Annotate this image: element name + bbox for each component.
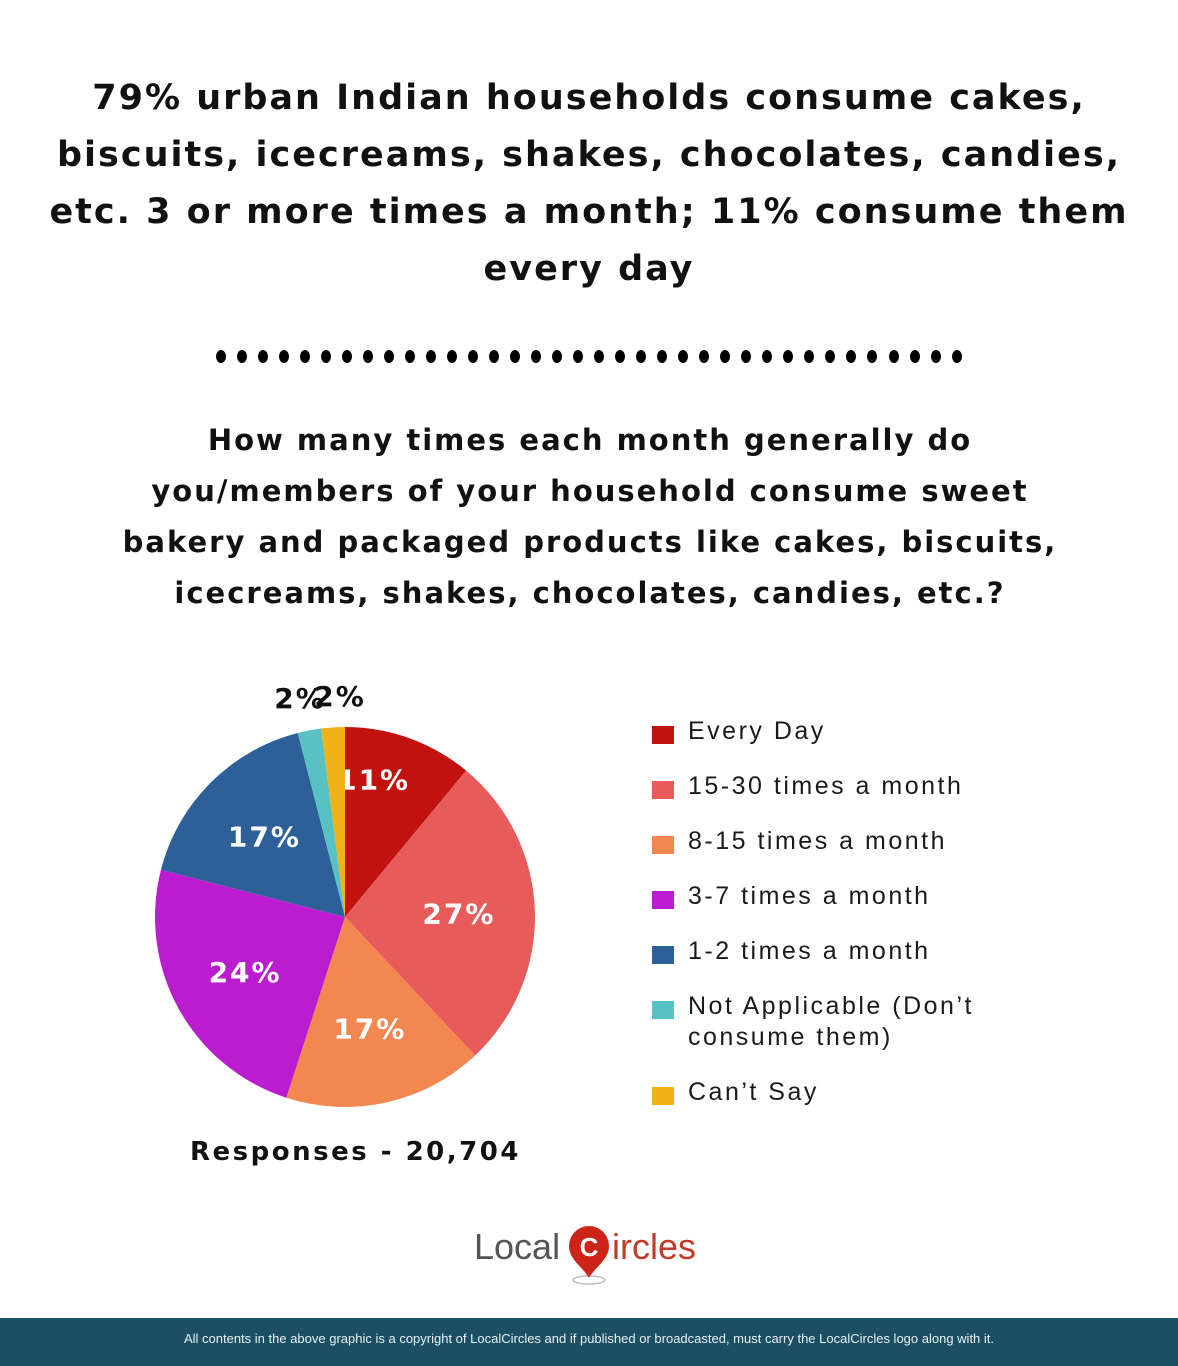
divider-dot (783, 349, 794, 363)
chart-legend: Every Day 15-30 times a month 8-15 times a… (652, 716, 1052, 1132)
pie-slice (155, 869, 345, 1098)
legend-label: Not Applicable (Don’t consume them) (688, 992, 974, 1051)
divider-dot (657, 349, 668, 363)
legend-swatch (652, 836, 674, 854)
divider-dot (342, 349, 353, 363)
divider-dot (447, 349, 458, 363)
divider-dot (552, 349, 563, 363)
legend-label: 1-2 times a month (688, 937, 931, 965)
divider-dot (594, 349, 605, 363)
divider-dot (804, 349, 815, 363)
legend-swatch (652, 781, 674, 799)
legend-label: 8-15 times a month (688, 827, 947, 855)
divider-dot (321, 349, 332, 363)
localcircles-logo: Local C ircles (474, 1222, 714, 1292)
slice-label: 2% (274, 682, 326, 715)
logo-text-right: ircles (612, 1226, 697, 1267)
legend-label: 3-7 times a month (688, 882, 931, 910)
divider-dot (489, 349, 500, 363)
divider-dot (510, 349, 521, 363)
legend-swatch (652, 1087, 674, 1105)
responses-count: Responses - 20,704 (190, 1137, 521, 1167)
divider-dot (237, 349, 248, 363)
slice-label: 2% (314, 680, 366, 713)
legend-item: 1-2 times a month (652, 936, 1052, 967)
divider-dot (573, 349, 584, 363)
legend-item: Every Day (652, 716, 1052, 747)
pie-slice (321, 727, 345, 917)
legend-swatch (652, 726, 674, 744)
copyright-footer: All contents in the above graphic is a c… (0, 1318, 1178, 1366)
legend-swatch (652, 891, 674, 909)
slice-label: 27% (422, 897, 495, 930)
divider-dot (531, 349, 542, 363)
divider-dot (846, 349, 857, 363)
divider-dot (405, 349, 416, 363)
location-pin-icon: C (569, 1226, 609, 1285)
slice-label: 11% (337, 764, 410, 797)
legend-item: 3-7 times a month (652, 881, 1052, 912)
divider-dot (930, 349, 941, 363)
logo-text-left: Local (474, 1226, 561, 1267)
legend-item: 15-30 times a month (652, 771, 1052, 802)
legend-swatch (652, 1001, 674, 1019)
pie-slice (286, 917, 476, 1107)
divider-dot (426, 349, 437, 363)
pie-slice (297, 728, 345, 917)
divider-dot (258, 349, 269, 363)
divider-dot (216, 349, 226, 363)
pie-slice (345, 727, 467, 917)
slice-label: 17% (333, 1012, 406, 1045)
legend-swatch (652, 946, 674, 964)
divider-dot (363, 349, 374, 363)
divider-dot (300, 349, 311, 363)
legend-item: 8-15 times a month (652, 826, 1052, 857)
pie-chart: 11% 27% 17% 24% 17% 2%2% (155, 680, 535, 1107)
svg-text:C: C (580, 1232, 599, 1262)
survey-question: How many times each month generally do y… (122, 423, 1058, 610)
divider-dot (762, 349, 773, 363)
divider-dot (888, 349, 899, 363)
slice-label: 17% (228, 820, 301, 853)
legend-label: Every Day (688, 717, 826, 745)
divider-dot (741, 349, 752, 363)
pie-slice (160, 732, 345, 917)
legend-item: Can’t Say (652, 1077, 1052, 1108)
divider-dot (279, 349, 290, 363)
divider-dot (615, 349, 626, 363)
slice-label: 24% (209, 956, 282, 989)
divider-dot (909, 349, 920, 363)
legend-label: Can’t Say (688, 1078, 819, 1106)
dotted-divider (216, 345, 962, 367)
divider-dot (720, 349, 731, 363)
headline: 79% urban Indian households consume cake… (49, 78, 1129, 289)
divider-dot (636, 349, 647, 363)
legend-label: 15-30 times a month (688, 772, 964, 800)
divider-dot (678, 349, 689, 363)
divider-dot (468, 349, 479, 363)
divider-dot (867, 349, 878, 363)
divider-dot (825, 349, 836, 363)
legend-item: Not Applicable (Don’t consume them) (652, 991, 1052, 1053)
divider-dot (699, 349, 710, 363)
pie-slice (345, 770, 535, 1056)
divider-dot (384, 349, 395, 363)
divider-dot (951, 349, 962, 363)
